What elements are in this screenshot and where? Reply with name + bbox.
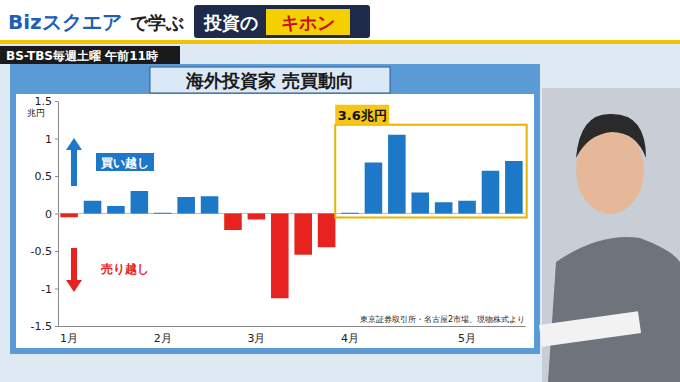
x-tick-label: 4月 [341,332,359,345]
series-title-box [266,9,350,35]
y-tick-mark [55,101,58,102]
y-tick: 0 [45,208,58,221]
bar [318,214,336,248]
bar [411,193,429,214]
highlight-tab [335,105,389,125]
y-tick-mark [55,326,58,327]
brand: Bizスクエア [8,10,122,34]
series-title: キホン [281,12,335,33]
source-note: 東京証券取引所・名古屋2市場、現物株式より [360,315,525,324]
sell-label: 売り越し [101,262,149,276]
presenter-hair [576,114,646,158]
y-tick-mark [55,176,58,177]
y-tick: 0.5 [35,170,59,183]
bar [341,213,359,214]
bar [201,196,219,213]
bar [107,206,125,214]
zero-line [58,213,525,214]
y-tick-label: 0 [45,208,52,221]
x-tick-label: 2月 [154,332,172,345]
bar [84,201,102,214]
sell-arrow [66,248,82,292]
y-tick: -0.5 [31,245,58,258]
y-tick-mark [55,214,58,215]
y-axis: -1.5 -1 -0.5 0 0.5 1 1.5 [31,95,59,333]
x-tick: 5月 [458,326,476,345]
x-tick: 4月 [341,326,359,345]
bar [248,214,266,220]
x-tick: 1月 [60,326,78,345]
buy-label-box [96,153,154,171]
highlight-label: 3.6兆円 [338,108,387,123]
chart-title: 海外投資家 売買動向 [185,70,354,91]
bar [224,214,242,231]
y-tick: 1 [45,133,58,146]
highlight-box [335,125,526,218]
x-axis-line [59,326,526,327]
title-box [150,67,390,93]
x-tick-label: 3月 [247,332,265,345]
x-tick: 2月 [154,326,172,345]
y-tick-label: -1.5 [31,320,52,333]
x-axis: 1月 2月 3月 4月 5月 [59,326,526,345]
y-tick-label: -0.5 [31,245,52,258]
broadcast-strip [0,46,180,64]
bar [177,197,195,214]
panel-frame [10,64,540,354]
bar [505,161,523,214]
x-tick: 3月 [247,326,265,345]
y-tick: -1 [41,283,58,296]
y-tick-label: 0.5 [35,170,53,183]
bar [154,213,172,214]
background [0,0,680,382]
y-tick-mark [55,289,58,290]
x-tick-label: 1月 [60,332,78,345]
header-stripe [0,40,680,44]
bar [365,163,383,214]
header-bar [0,0,680,44]
y-tick-mark [55,139,58,140]
series-box [194,5,370,38]
y-tick-label: 1.5 [35,95,53,108]
bar [271,214,289,299]
canvas: Bizスクエアで学ぶ投資の キホン BS-TBS毎週土曜 午前11時海外投資家 売買… [0,0,680,382]
y-tick-label: 1 [45,133,52,146]
bar [458,201,476,214]
brand-suffix: で学ぶ [130,12,184,33]
bar [435,202,453,213]
bar [131,191,149,214]
presenter-body [548,237,680,382]
panel-inner [16,94,534,348]
bar [482,171,500,214]
broadcast: BS-TBS毎週土曜 午前11時 [6,49,158,63]
presenter-paper [539,311,641,347]
series-prefix: 投資の [203,12,258,33]
bar [388,135,406,214]
y-tick: 1.5 [35,95,59,108]
y-tick: -1.5 [31,320,58,333]
y-axis-title: 兆円 [27,108,45,118]
bar [60,214,78,218]
y-tick-mark [55,251,58,252]
buy-label: 買い越し [100,156,149,170]
annotations: 買い越し売り越し 3.6兆円東京証券取引所・名古屋2市場、現物株式より [66,105,527,324]
x-tick-label: 5月 [458,332,476,345]
bar [294,214,312,255]
y-tick-label: -1 [41,283,52,296]
buy-arrow [66,138,82,186]
